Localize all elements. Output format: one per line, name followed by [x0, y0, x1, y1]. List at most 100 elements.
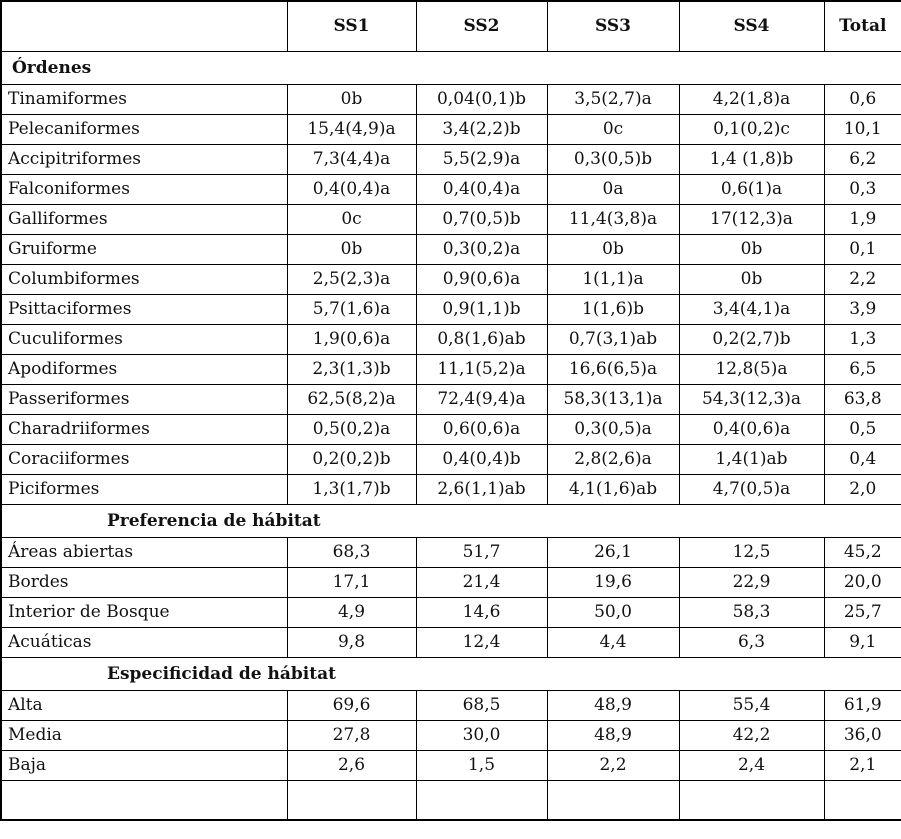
- empty-cell: [546, 779, 680, 821]
- value-cell: 0,5: [823, 413, 901, 445]
- value-cell: 2,4: [678, 749, 825, 781]
- value-cell: 0b: [286, 233, 417, 265]
- row-label: Baja: [0, 749, 288, 781]
- value-cell: 1,3: [823, 323, 901, 355]
- value-cell: 3,9: [823, 293, 901, 325]
- value-cell: 2,3(1,3)b: [286, 353, 417, 385]
- value-cell: 36,0: [823, 719, 901, 751]
- value-cell: 0,1: [823, 233, 901, 265]
- value-cell: 0,8(1,6)ab: [415, 323, 548, 355]
- row-label: Galliformes: [0, 203, 288, 235]
- value-cell: 0,3: [823, 173, 901, 205]
- empty-cell: [286, 779, 417, 821]
- row-label: Psittaciformes: [0, 293, 288, 325]
- table-row: Coraciiformes 0,2(0,2)b 0,4(0,4)b 2,8(2,6)a…: [0, 443, 901, 475]
- value-cell: 68,3: [286, 536, 417, 568]
- section-header-row: Especificidad de hábitat: [0, 656, 901, 691]
- results-table: SS1 SS2 SS3 SS4 Total Órdenes Tinamiformes 0b 0…: [0, 0, 901, 821]
- value-cell: 3,4(4,1)a: [678, 293, 825, 325]
- value-cell: 69,6: [286, 689, 417, 721]
- section-header-row: Órdenes: [0, 50, 901, 85]
- value-cell: 0,3(0,5)b: [546, 143, 680, 175]
- value-cell: 2,8(2,6)a: [546, 443, 680, 475]
- value-cell: 10,1: [823, 113, 901, 145]
- value-cell: 1,9: [823, 203, 901, 235]
- value-cell: 1(1,6)b: [546, 293, 680, 325]
- empty-cell: [415, 779, 548, 821]
- value-cell: 1,3(1,7)b: [286, 473, 417, 505]
- value-cell: 2,2: [546, 749, 680, 781]
- value-cell: 63,8: [823, 383, 901, 415]
- value-cell: 5,7(1,6)a: [286, 293, 417, 325]
- value-cell: 4,7(0,5)a: [678, 473, 825, 505]
- value-cell: 1(1,1)a: [546, 263, 680, 295]
- row-label: Cuculiformes: [0, 323, 288, 355]
- value-cell: 0,7(3,1)ab: [546, 323, 680, 355]
- value-cell: 0,3(0,5)a: [546, 413, 680, 445]
- row-label: Interior de Bosque: [0, 596, 288, 628]
- value-cell: 2,6(1,1)ab: [415, 473, 548, 505]
- value-cell: 0,3(0,2)a: [415, 233, 548, 265]
- table-row: Galliformes 0c 0,7(0,5)b 11,4(3,8)a 17(12,3)…: [0, 203, 901, 235]
- table-row: Interior de Bosque 4,9 14,6 50,0 58,3 25,7: [0, 596, 901, 628]
- row-label: Apodiformes: [0, 353, 288, 385]
- table-row: Piciformes 1,3(1,7)b 2,6(1,1)ab 4,1(1,6)ab 4…: [0, 473, 901, 505]
- value-cell: 0a: [546, 173, 680, 205]
- value-cell: 2,5(2,3)a: [286, 263, 417, 295]
- value-cell: 2,2: [823, 263, 901, 295]
- value-cell: 2,1: [823, 749, 901, 781]
- column-header-ss1: SS1: [286, 0, 417, 52]
- value-cell: 0c: [286, 203, 417, 235]
- value-cell: 17(12,3)a: [678, 203, 825, 235]
- value-cell: 1,4(1)ab: [678, 443, 825, 475]
- value-cell: 3,4(2,2)b: [415, 113, 548, 145]
- table-row: Apodiformes 2,3(1,3)b 11,1(5,2)a 16,6(6,5)a…: [0, 353, 901, 385]
- table-row: Gruiforme 0b 0,3(0,2)a 0b 0b 0,1: [0, 233, 901, 265]
- row-label: Tinamiformes: [0, 83, 288, 115]
- row-label: Media: [0, 719, 288, 751]
- value-cell: 12,5: [678, 536, 825, 568]
- value-cell: 16,6(6,5)a: [546, 353, 680, 385]
- value-cell: 45,2: [823, 536, 901, 568]
- value-cell: 0,04(0,1)b: [415, 83, 548, 115]
- value-cell: 42,2: [678, 719, 825, 751]
- value-cell: 0b: [546, 233, 680, 265]
- column-header-ss3: SS3: [546, 0, 680, 52]
- value-cell: 1,4 (1,8)b: [678, 143, 825, 175]
- value-cell: 0,4(0,4)b: [415, 443, 548, 475]
- row-label: Acuáticas: [0, 626, 288, 658]
- value-cell: 0,4(0,6)a: [678, 413, 825, 445]
- value-cell: 3,5(2,7)a: [546, 83, 680, 115]
- table-row: Falconiformes 0,4(0,4)a 0,4(0,4)a 0a 0,6(1)a…: [0, 173, 901, 205]
- value-cell: 48,9: [546, 689, 680, 721]
- value-cell: 6,2: [823, 143, 901, 175]
- table-row: Bordes 17,1 21,4 19,6 22,9 20,0: [0, 566, 901, 598]
- value-cell: 0,2(0,2)b: [286, 443, 417, 475]
- section-title: Órdenes: [0, 50, 901, 85]
- value-cell: 0,6(0,6)a: [415, 413, 548, 445]
- table-row: Áreas abiertas 68,3 51,7 26,1 12,5 45,2: [0, 536, 901, 568]
- value-cell: 21,4: [415, 566, 548, 598]
- value-cell: 68,5: [415, 689, 548, 721]
- value-cell: 25,7: [823, 596, 901, 628]
- table-row: Columbiformes 2,5(2,3)a 0,9(0,6)a 1(1,1)a 0b…: [0, 263, 901, 295]
- value-cell: 0,7(0,5)b: [415, 203, 548, 235]
- row-label: Columbiformes: [0, 263, 288, 295]
- empty-cell: [823, 779, 901, 821]
- value-cell: 1,9(0,6)a: [286, 323, 417, 355]
- value-cell: 9,8: [286, 626, 417, 658]
- table-row: Media 27,8 30,0 48,9 42,2 36,0: [0, 719, 901, 751]
- row-label: Charadriiformes: [0, 413, 288, 445]
- table-header: SS1 SS2 SS3 SS4 Total: [0, 0, 901, 52]
- value-cell: 55,4: [678, 689, 825, 721]
- table-row: Accipitriformes 7,3(4,4)a 5,5(2,9)a 0,3(0,5…: [0, 143, 901, 175]
- row-label: Pelecaniformes: [0, 113, 288, 145]
- value-cell: 0c: [546, 113, 680, 145]
- value-cell: 0,5(0,2)a: [286, 413, 417, 445]
- value-cell: 9,1: [823, 626, 901, 658]
- header-row: SS1 SS2 SS3 SS4 Total: [0, 0, 901, 52]
- row-label: Accipitriformes: [0, 143, 288, 175]
- value-cell: 22,9: [678, 566, 825, 598]
- value-cell: 2,6: [286, 749, 417, 781]
